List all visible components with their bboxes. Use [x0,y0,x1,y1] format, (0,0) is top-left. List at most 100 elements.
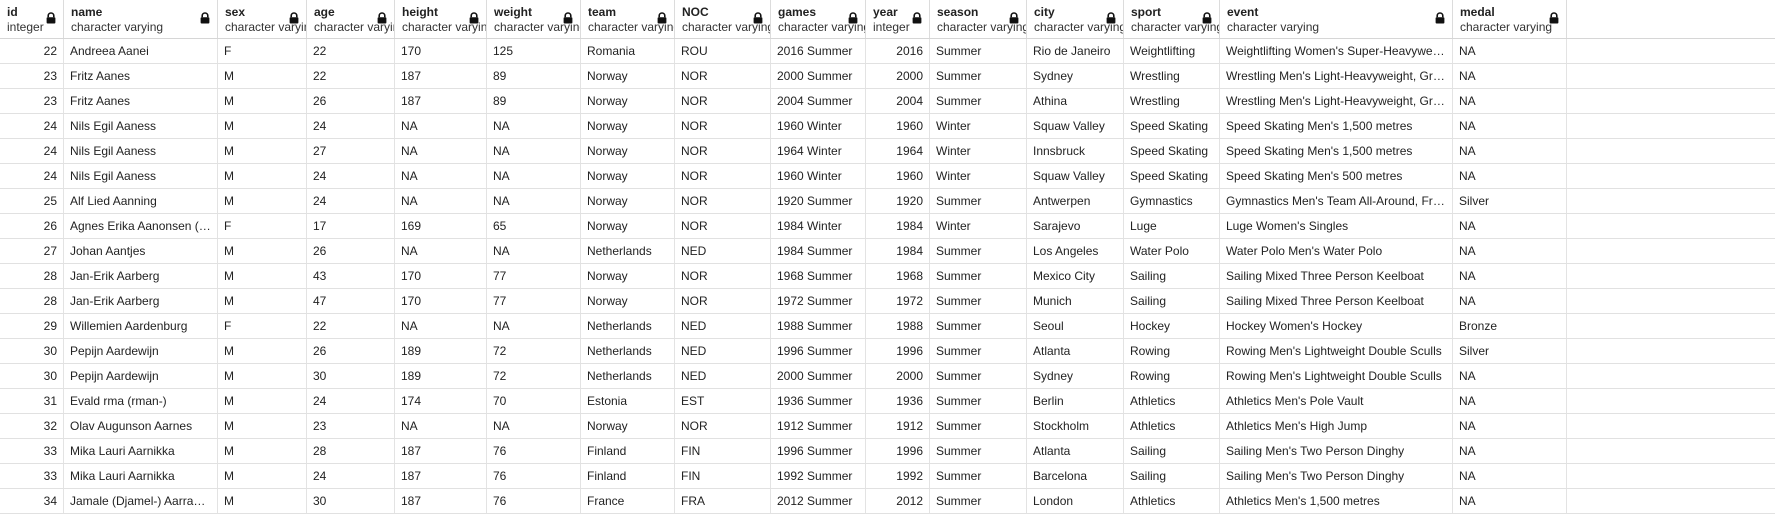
cell-height[interactable]: NA [395,239,487,263]
cell-team[interactable]: Norway [581,114,675,138]
cell-age[interactable]: 28 [307,439,395,463]
cell-name[interactable]: Johan Aantjes [64,239,218,263]
table-row[interactable]: 30 Pepijn Aardewijn M 26 189 72 Netherlands NED… [0,339,1775,364]
column-header-year[interactable]: year integer [866,0,930,38]
cell-team[interactable]: Netherlands [581,314,675,338]
cell-age[interactable]: 26 [307,339,395,363]
cell-name[interactable]: Jan-Erik Aarberg [64,264,218,288]
cell-season[interactable]: Summer [930,239,1027,263]
cell-name[interactable]: Andreea Aanei [64,39,218,63]
cell-year[interactable]: 2000 [866,64,930,88]
cell-age[interactable]: 26 [307,89,395,113]
cell-id[interactable]: 28 [0,264,64,288]
cell-id[interactable]: 34 [0,489,64,513]
table-row[interactable]: 30 Pepijn Aardewijn M 30 189 72 Netherlands NED… [0,364,1775,389]
cell-id[interactable]: 29 [0,314,64,338]
column-header-games[interactable]: games character varying [771,0,866,38]
cell-sport[interactable]: Luge [1124,214,1220,238]
cell-name[interactable]: Fritz Aanes [64,64,218,88]
table-row[interactable]: 24 Nils Egil Aaness M 24 NA NA Norway NOR 1960 W… [0,164,1775,189]
cell-name[interactable]: Jan-Erik Aarberg [64,289,218,313]
cell-games[interactable]: 1984 Winter [771,214,866,238]
cell-weight[interactable]: NA [487,414,581,438]
cell-sex[interactable]: M [218,364,307,388]
cell-weight[interactable]: 72 [487,364,581,388]
cell-city[interactable]: Sarajevo [1027,214,1124,238]
cell-weight[interactable]: 65 [487,214,581,238]
cell-city[interactable]: Berlin [1027,389,1124,413]
cell-sport[interactable]: Sailing [1124,264,1220,288]
cell-city[interactable]: Athina [1027,89,1124,113]
cell-id[interactable]: 30 [0,364,64,388]
cell-noc[interactable]: FIN [675,439,771,463]
cell-sport[interactable]: Sailing [1124,464,1220,488]
cell-games[interactable]: 1960 Winter [771,164,866,188]
column-header-height[interactable]: height character varying [395,0,487,38]
cell-year[interactable]: 1996 [866,439,930,463]
cell-sex[interactable]: M [218,139,307,163]
cell-event[interactable]: Speed Skating Men's 1,500 metres [1220,139,1453,163]
cell-event[interactable]: Wrestling Men's Light-Heavyweight, Greco… [1220,89,1453,113]
table-row[interactable]: 24 Nils Egil Aaness M 27 NA NA Norway NOR 1964 W… [0,139,1775,164]
cell-height[interactable]: 189 [395,339,487,363]
cell-medal[interactable]: NA [1453,389,1567,413]
cell-games[interactable]: 2012 Summer [771,489,866,513]
cell-sex[interactable]: F [218,314,307,338]
cell-sex[interactable]: M [218,489,307,513]
cell-sport[interactable]: Athletics [1124,414,1220,438]
cell-games[interactable]: 1964 Winter [771,139,866,163]
cell-city[interactable]: Stockholm [1027,414,1124,438]
cell-year[interactable]: 1960 [866,164,930,188]
cell-team[interactable]: Norway [581,414,675,438]
cell-sex[interactable]: M [218,239,307,263]
cell-age[interactable]: 24 [307,114,395,138]
cell-id[interactable]: 31 [0,389,64,413]
cell-year[interactable]: 2012 [866,489,930,513]
cell-event[interactable]: Gymnastics Men's Team All-Around, Free S… [1220,189,1453,213]
cell-height[interactable]: 187 [395,89,487,113]
cell-event[interactable]: Athletics Men's 1,500 metres [1220,489,1453,513]
cell-height[interactable]: 187 [395,64,487,88]
cell-sport[interactable]: Gymnastics [1124,189,1220,213]
column-header-medal[interactable]: medal character varying [1453,0,1567,38]
cell-name[interactable]: Nils Egil Aaness [64,114,218,138]
cell-games[interactable]: 1992 Summer [771,464,866,488]
cell-age[interactable]: 24 [307,389,395,413]
cell-id[interactable]: 22 [0,39,64,63]
table-row[interactable]: 33 Mika Lauri Aarnikka M 24 187 76 Finland FIN 1… [0,464,1775,489]
cell-sport[interactable]: Speed Skating [1124,164,1220,188]
cell-games[interactable]: 2000 Summer [771,364,866,388]
cell-team[interactable]: Estonia [581,389,675,413]
cell-sport[interactable]: Hockey [1124,314,1220,338]
cell-name[interactable]: Willemien Aardenburg [64,314,218,338]
cell-weight[interactable]: NA [487,139,581,163]
cell-id[interactable]: 24 [0,139,64,163]
table-row[interactable]: 28 Jan-Erik Aarberg M 47 170 77 Norway NOR 1972 … [0,289,1775,314]
cell-sport[interactable]: Speed Skating [1124,139,1220,163]
cell-sex[interactable]: F [218,214,307,238]
cell-id[interactable]: 24 [0,164,64,188]
cell-weight[interactable]: 77 [487,289,581,313]
cell-height[interactable]: NA [395,189,487,213]
cell-sex[interactable]: M [218,64,307,88]
cell-event[interactable]: Sailing Men's Two Person Dinghy [1220,439,1453,463]
cell-weight[interactable]: 72 [487,339,581,363]
cell-sex[interactable]: M [218,464,307,488]
cell-season[interactable]: Summer [930,464,1027,488]
cell-noc[interactable]: NOR [675,189,771,213]
cell-age[interactable]: 24 [307,464,395,488]
cell-year[interactable]: 1996 [866,339,930,363]
table-row[interactable]: 31 Evald rma (rman-) M 24 174 70 Estonia EST 193… [0,389,1775,414]
cell-sex[interactable]: M [218,289,307,313]
cell-city[interactable]: Atlanta [1027,439,1124,463]
column-header-id[interactable]: id integer [0,0,64,38]
cell-games[interactable]: 1912 Summer [771,414,866,438]
column-header-sport[interactable]: sport character varying [1124,0,1220,38]
cell-id[interactable]: 33 [0,464,64,488]
column-header-city[interactable]: city character varying [1027,0,1124,38]
cell-event[interactable]: Weightlifting Women's Super-Heavyweight [1220,39,1453,63]
cell-noc[interactable]: NED [675,339,771,363]
table-row[interactable]: 25 Alf Lied Aanning M 24 NA NA Norway NOR 1920 S… [0,189,1775,214]
cell-city[interactable]: London [1027,489,1124,513]
cell-year[interactable]: 1972 [866,289,930,313]
